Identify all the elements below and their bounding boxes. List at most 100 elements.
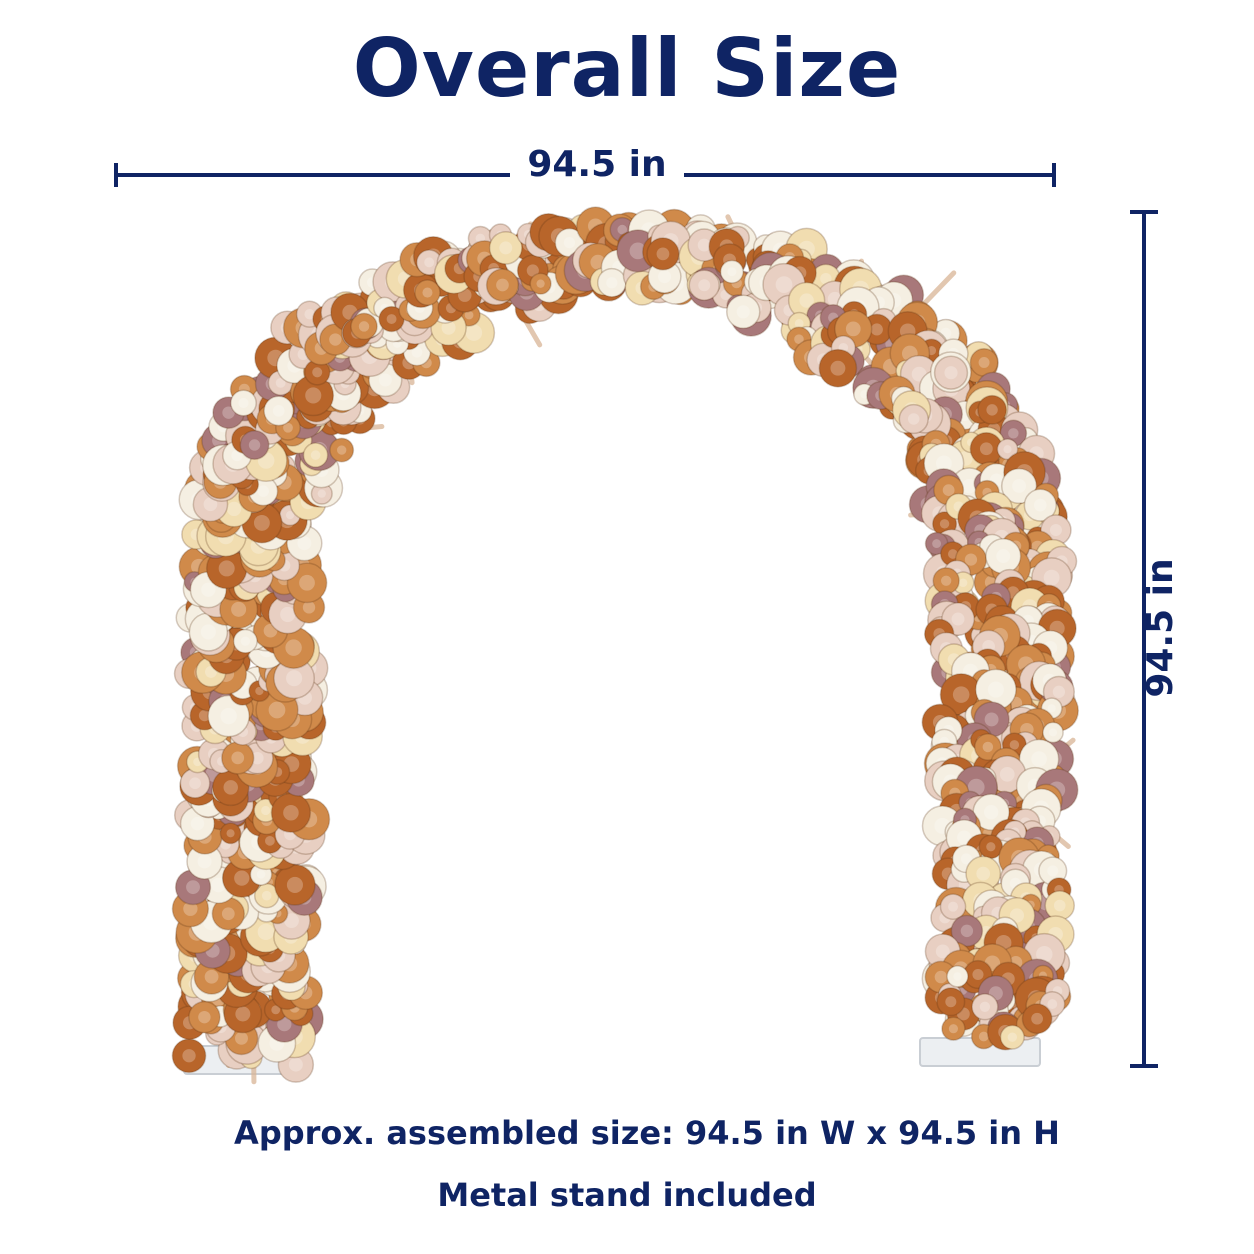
flower-center: [948, 1024, 959, 1034]
flower-center: [378, 373, 392, 387]
flower-center: [617, 224, 628, 235]
flower-center: [268, 701, 286, 719]
flower-center: [1053, 899, 1066, 912]
flower: [1023, 488, 1057, 522]
flower: [263, 395, 295, 427]
floral-arch-image: [171, 206, 1079, 1085]
flower-center: [265, 835, 275, 846]
flower-center: [1031, 1012, 1043, 1025]
flower-center: [183, 901, 198, 916]
flower: [719, 259, 744, 284]
flower-center: [1033, 498, 1047, 512]
flower: [488, 230, 523, 265]
flower-center: [1052, 685, 1066, 698]
flower-center: [198, 709, 211, 722]
flower-center: [223, 780, 238, 795]
flower-center: [1043, 569, 1060, 586]
flower-center: [465, 324, 483, 341]
flower-center: [996, 549, 1011, 564]
flower: [977, 394, 1008, 425]
flower-center: [231, 601, 247, 617]
flower-center: [271, 1005, 281, 1015]
flower-center: [386, 314, 397, 325]
flower-center: [948, 549, 958, 559]
flower-center: [830, 360, 846, 376]
flower: [946, 965, 969, 988]
flower-center: [240, 636, 251, 646]
flower-center: [422, 287, 433, 298]
flower-center: [253, 514, 270, 531]
flower-center: [221, 907, 235, 921]
flower: [350, 312, 378, 341]
flower-center: [939, 519, 950, 529]
flower: [188, 1000, 221, 1034]
flower-center: [911, 366, 927, 382]
flower-center: [234, 1031, 248, 1045]
flower-center: [698, 279, 711, 292]
flower-center: [272, 404, 285, 417]
flower-center: [257, 485, 269, 497]
flower-center: [629, 242, 647, 260]
flower: [646, 237, 680, 271]
flower-center: [305, 387, 322, 404]
flower: [219, 822, 242, 845]
flower-center: [299, 574, 315, 591]
flower-center: [1048, 728, 1058, 737]
flower-center: [424, 257, 435, 268]
flower-center: [284, 913, 299, 929]
flower-center: [697, 238, 711, 252]
flower-center: [441, 320, 456, 335]
flower: [999, 1024, 1025, 1050]
flower: [1042, 721, 1064, 744]
flower-center: [948, 901, 959, 912]
flower-center: [799, 293, 814, 308]
flower-center: [907, 413, 920, 425]
flower: [725, 294, 761, 330]
flower-center: [198, 1010, 211, 1024]
flower-center: [1012, 478, 1027, 493]
flower-center: [358, 321, 370, 332]
flower-center: [211, 877, 226, 893]
flower-center: [979, 1001, 991, 1012]
flower-center: [935, 455, 952, 472]
flower-center: [220, 707, 237, 725]
flower-center: [475, 233, 486, 244]
flower: [207, 694, 250, 738]
flower-center: [329, 333, 342, 346]
flower-center: [794, 319, 804, 328]
flower-center: [277, 1016, 292, 1032]
flower-center: [283, 422, 293, 433]
flower-center: [1047, 865, 1059, 877]
flower-center: [870, 323, 883, 336]
flower-center: [464, 310, 474, 320]
height-dimension: 94.5 in: [1130, 210, 1198, 1068]
flower-center: [942, 484, 955, 497]
flower-center: [204, 969, 219, 984]
flower: [941, 1016, 966, 1041]
flower-center: [1036, 945, 1053, 963]
flower: [898, 403, 929, 435]
flower-center: [218, 560, 235, 577]
flower: [1000, 467, 1038, 505]
height-label-bg: [1150, 560, 1198, 724]
flower-center: [976, 866, 991, 881]
flower-center: [1008, 428, 1019, 439]
flower-center: [222, 406, 235, 419]
flower-center: [536, 279, 545, 288]
flower-center: [231, 751, 245, 765]
flower-center: [288, 1057, 303, 1072]
flower-center: [1009, 908, 1025, 923]
flower-center: [775, 276, 793, 293]
flower-center: [317, 489, 326, 498]
flower-center: [736, 305, 750, 319]
flower-center: [286, 670, 303, 687]
flower-center: [200, 624, 216, 640]
flower-center: [982, 741, 994, 753]
flower-center: [934, 970, 948, 984]
flower-center: [1031, 751, 1047, 767]
flower-center: [845, 321, 861, 337]
flower-center: [226, 829, 235, 838]
flower-center: [261, 890, 272, 901]
flower: [1021, 1003, 1053, 1035]
flower-center: [256, 870, 266, 879]
